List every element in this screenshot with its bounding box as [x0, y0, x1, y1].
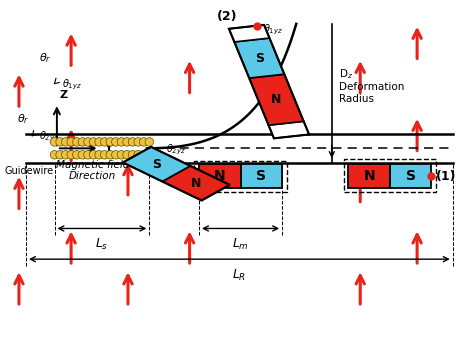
Ellipse shape	[50, 150, 59, 159]
Polygon shape	[229, 25, 270, 42]
Text: $L_s$: $L_s$	[95, 237, 109, 252]
Ellipse shape	[78, 138, 87, 146]
Polygon shape	[123, 147, 191, 181]
Ellipse shape	[95, 150, 103, 159]
Text: Z: Z	[59, 90, 67, 100]
Bar	[194, 161, 287, 192]
Ellipse shape	[56, 150, 64, 159]
Ellipse shape	[139, 150, 148, 159]
Ellipse shape	[73, 150, 81, 159]
Ellipse shape	[117, 150, 126, 159]
Ellipse shape	[95, 138, 103, 146]
Polygon shape	[234, 38, 284, 78]
Text: $\theta_{2yz}$: $\theta_{2yz}$	[39, 129, 59, 144]
Ellipse shape	[134, 138, 142, 146]
Bar	[199, 164, 240, 188]
Ellipse shape	[100, 138, 109, 146]
Polygon shape	[162, 166, 230, 201]
Text: $L_m$: $L_m$	[232, 237, 249, 252]
Bar	[344, 159, 436, 192]
Ellipse shape	[106, 138, 115, 146]
Ellipse shape	[128, 150, 137, 159]
Text: (2): (2)	[217, 11, 238, 24]
Text: Magnetic field
Direction: Magnetic field Direction	[56, 160, 129, 181]
Text: S: S	[255, 51, 264, 64]
Ellipse shape	[62, 150, 70, 159]
Text: Y: Y	[104, 143, 112, 153]
Ellipse shape	[56, 138, 64, 146]
Text: N: N	[191, 177, 201, 190]
Text: $\theta_{1yz}$: $\theta_{1yz}$	[263, 23, 283, 38]
Text: $\theta_r$: $\theta_r$	[39, 51, 51, 65]
Bar	[240, 164, 282, 188]
Ellipse shape	[145, 150, 154, 159]
Ellipse shape	[84, 150, 92, 159]
Text: N: N	[271, 93, 282, 106]
Ellipse shape	[111, 150, 120, 159]
Text: N: N	[363, 169, 375, 183]
Text: (1): (1)	[436, 170, 456, 183]
Text: S: S	[256, 169, 266, 183]
Text: $\theta_r$: $\theta_r$	[17, 113, 29, 126]
Polygon shape	[249, 74, 304, 125]
Text: S: S	[406, 169, 416, 183]
Ellipse shape	[89, 138, 98, 146]
Text: $\theta_{1yz}$: $\theta_{1yz}$	[62, 78, 82, 92]
Ellipse shape	[123, 138, 131, 146]
Bar	[390, 164, 431, 188]
Ellipse shape	[67, 138, 75, 146]
Ellipse shape	[84, 138, 92, 146]
Ellipse shape	[89, 150, 98, 159]
Ellipse shape	[62, 138, 70, 146]
Text: $L_R$: $L_R$	[232, 268, 246, 283]
Bar	[348, 164, 390, 188]
Text: Guidewire: Guidewire	[5, 166, 54, 176]
Ellipse shape	[100, 150, 109, 159]
Ellipse shape	[139, 138, 148, 146]
Ellipse shape	[145, 138, 154, 146]
Text: D$_z$
Deformation
Radius: D$_z$ Deformation Radius	[339, 67, 404, 104]
Ellipse shape	[50, 138, 59, 146]
Text: S: S	[152, 158, 161, 170]
Ellipse shape	[67, 150, 75, 159]
Ellipse shape	[111, 138, 120, 146]
Text: N: N	[214, 169, 226, 183]
Ellipse shape	[128, 138, 137, 146]
Ellipse shape	[78, 150, 87, 159]
Ellipse shape	[117, 138, 126, 146]
Ellipse shape	[106, 150, 115, 159]
Ellipse shape	[123, 150, 131, 159]
Ellipse shape	[73, 138, 81, 146]
Ellipse shape	[134, 150, 142, 159]
Text: $\theta_{2yz}$: $\theta_{2yz}$	[166, 143, 186, 157]
Polygon shape	[269, 121, 309, 138]
